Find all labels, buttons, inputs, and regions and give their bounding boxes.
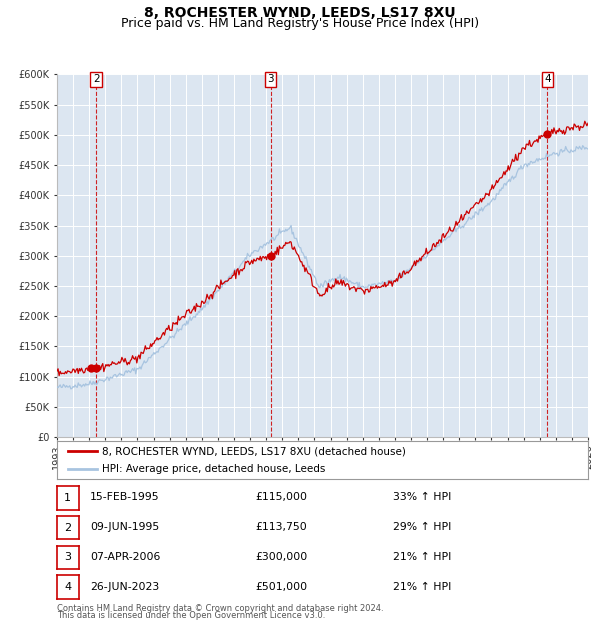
Text: Price paid vs. HM Land Registry's House Price Index (HPI): Price paid vs. HM Land Registry's House … (121, 17, 479, 30)
Text: 29% ↑ HPI: 29% ↑ HPI (393, 522, 451, 532)
Text: £113,750: £113,750 (255, 522, 307, 532)
Text: This data is licensed under the Open Government Licence v3.0.: This data is licensed under the Open Gov… (57, 611, 325, 620)
Text: 33% ↑ HPI: 33% ↑ HPI (393, 492, 451, 502)
Text: 8, ROCHESTER WYND, LEEDS, LS17 8XU (detached house): 8, ROCHESTER WYND, LEEDS, LS17 8XU (deta… (102, 446, 406, 456)
Text: HPI: Average price, detached house, Leeds: HPI: Average price, detached house, Leed… (102, 464, 326, 474)
Text: Contains HM Land Registry data © Crown copyright and database right 2024.: Contains HM Land Registry data © Crown c… (57, 604, 383, 613)
Text: £115,000: £115,000 (255, 492, 307, 502)
Text: 15-FEB-1995: 15-FEB-1995 (90, 492, 160, 502)
Text: 21% ↑ HPI: 21% ↑ HPI (393, 582, 451, 591)
Text: 21% ↑ HPI: 21% ↑ HPI (393, 552, 451, 562)
Text: 2: 2 (93, 74, 100, 84)
Text: £300,000: £300,000 (255, 552, 307, 562)
Text: 3: 3 (64, 552, 71, 562)
Text: £501,000: £501,000 (255, 582, 307, 591)
Text: 26-JUN-2023: 26-JUN-2023 (90, 582, 159, 591)
Text: 1: 1 (64, 493, 71, 503)
Text: 3: 3 (267, 74, 274, 84)
Text: 4: 4 (64, 582, 71, 592)
Text: 2: 2 (64, 523, 71, 533)
Text: 4: 4 (544, 74, 551, 84)
Text: 09-JUN-1995: 09-JUN-1995 (90, 522, 159, 532)
Text: 07-APR-2006: 07-APR-2006 (90, 552, 160, 562)
Text: 8, ROCHESTER WYND, LEEDS, LS17 8XU: 8, ROCHESTER WYND, LEEDS, LS17 8XU (144, 6, 456, 20)
